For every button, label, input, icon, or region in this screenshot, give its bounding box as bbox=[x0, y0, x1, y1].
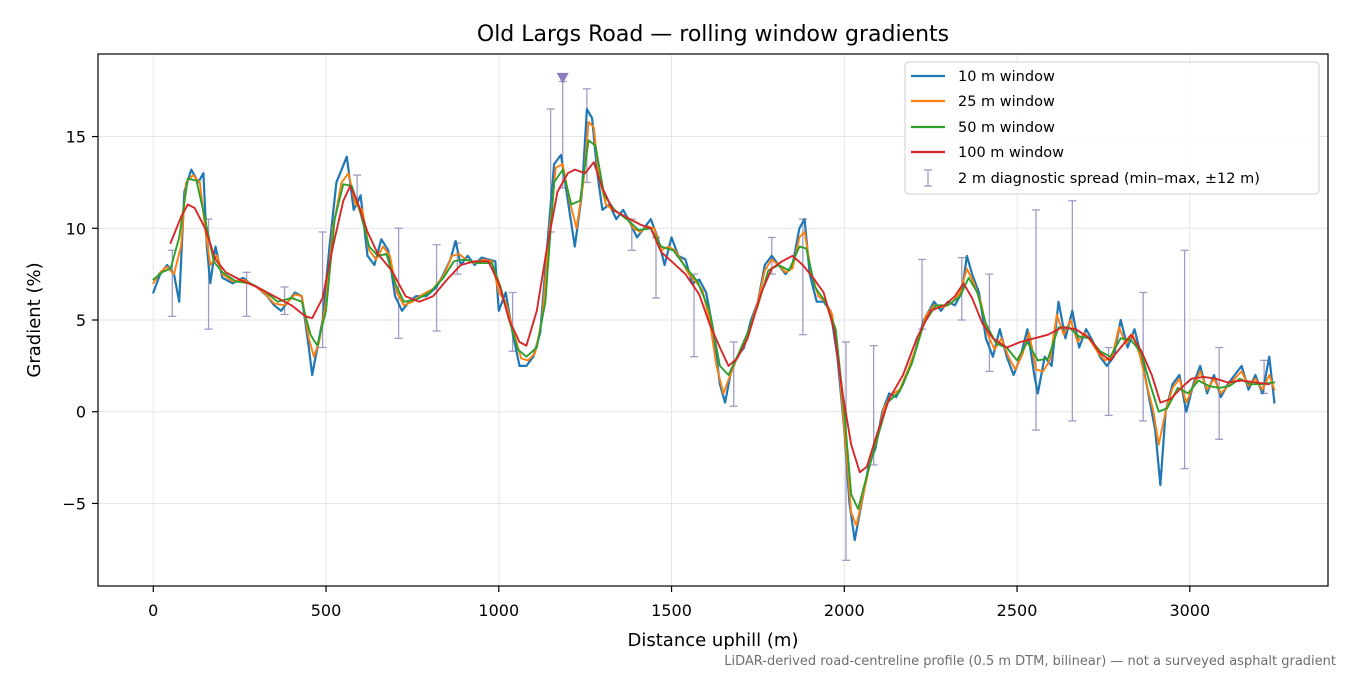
series-line-25m bbox=[152, 120, 1276, 527]
y-tick-label: 0 bbox=[76, 403, 86, 422]
grid-lines bbox=[98, 54, 1328, 586]
x-tick-label: 2000 bbox=[824, 601, 865, 620]
x-axis-label: Distance uphill (m) bbox=[628, 630, 799, 651]
y-tick-label: −5 bbox=[62, 494, 86, 513]
spread-errorbar bbox=[1032, 209, 1041, 431]
x-tick-label: 0 bbox=[148, 601, 158, 620]
series-line-50m bbox=[152, 139, 1276, 510]
y-tick-label: 15 bbox=[66, 128, 86, 147]
y-tick-label: 10 bbox=[66, 219, 86, 238]
legend-swatch-spread bbox=[924, 169, 932, 187]
x-tick-label: 1000 bbox=[478, 601, 519, 620]
legend-label-25m: 25 m window bbox=[958, 94, 1055, 110]
spread-errorbar bbox=[1180, 249, 1189, 470]
spread-errorbar bbox=[729, 341, 738, 407]
x-tick-label: 1500 bbox=[651, 601, 692, 620]
y-axis-label: Gradient (%) bbox=[24, 262, 45, 377]
legend-box bbox=[904, 61, 1320, 195]
legend-label-100m: 100 m window bbox=[958, 145, 1064, 161]
peak-marker-layer bbox=[556, 72, 569, 84]
series-lines bbox=[152, 107, 1276, 542]
x-tick-label: 3000 bbox=[1169, 601, 1210, 620]
axis-ticks: 0 500 1000 1500 2000 2500 3000 −5 0 5 10 15 bbox=[62, 128, 1210, 620]
chart-title: Old Largs Road — rolling window gradient… bbox=[477, 22, 949, 47]
legend-label-10m: 10 m window bbox=[958, 69, 1055, 85]
peak-marker bbox=[556, 72, 569, 84]
x-tick-label: 2500 bbox=[997, 601, 1038, 620]
spread-errorbar bbox=[508, 291, 517, 352]
series-line-100m bbox=[169, 161, 1271, 474]
spread-errorbar bbox=[985, 273, 994, 373]
y-tick-label: 5 bbox=[76, 311, 86, 330]
legend-label-spread: 2 m diagnostic spread (min–max, ±12 m) bbox=[958, 171, 1260, 187]
legend-label-50m: 50 m window bbox=[958, 120, 1055, 136]
legend: 10 m window 25 m window 50 m window 100 … bbox=[904, 61, 1320, 195]
x-tick-label: 500 bbox=[311, 601, 342, 620]
footnote: LiDAR-derived road-centreline profile (0… bbox=[724, 654, 1336, 669]
